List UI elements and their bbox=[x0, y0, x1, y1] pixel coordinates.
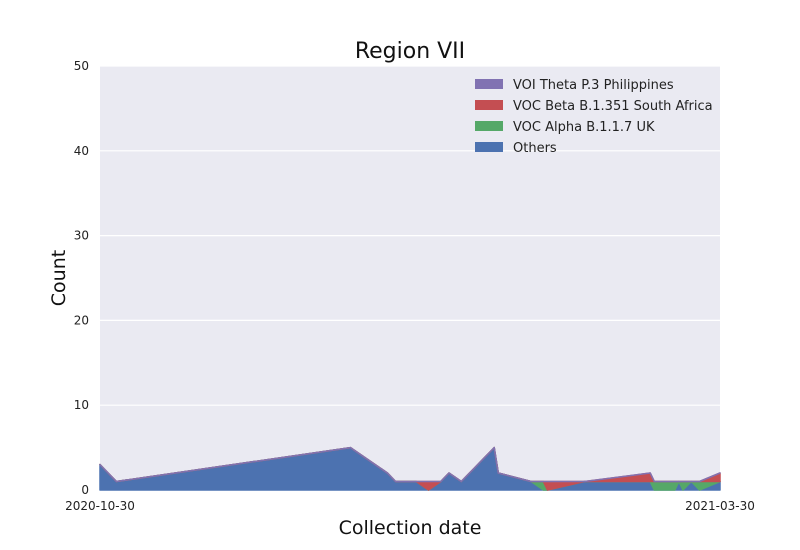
legend-entry: VOI Theta P.3 Philippines bbox=[513, 78, 674, 93]
legend: VOI Theta P.3 Philippines VOC Beta B.1.35… bbox=[475, 78, 713, 156]
x-tick-label: 2020-10-30 bbox=[65, 499, 135, 513]
legend-entry: VOC Beta B.1.351 South Africa bbox=[513, 99, 713, 114]
y-tick-label: 50 bbox=[74, 59, 89, 73]
y-axis-ticks: 0 10 20 30 40 50 bbox=[74, 59, 89, 497]
y-axis-label: Count bbox=[48, 250, 70, 306]
area-series bbox=[99, 446, 721, 491]
x-axis-label: Collection date bbox=[339, 517, 482, 539]
y-tick-label: 30 bbox=[74, 229, 89, 243]
area-voi-theta-p-3-philippines bbox=[99, 446, 721, 483]
legend-swatch bbox=[475, 100, 503, 110]
legend-entry: Others bbox=[513, 141, 557, 156]
y-tick-label: 0 bbox=[81, 483, 89, 497]
y-tick-label: 10 bbox=[74, 398, 89, 412]
x-tick-label: 2021-03-30 bbox=[685, 499, 755, 513]
legend-swatch bbox=[475, 121, 503, 131]
legend-swatch bbox=[475, 142, 503, 152]
plot-background bbox=[100, 66, 720, 490]
legend-entry: VOC Alpha B.1.1.7 UK bbox=[513, 120, 655, 135]
y-tick-label: 40 bbox=[74, 144, 89, 158]
y-tick-label: 20 bbox=[74, 313, 89, 327]
legend-swatch bbox=[475, 79, 503, 89]
chart-title: Region VII bbox=[355, 39, 465, 64]
x-axis-ticks: 2020-10-30 2021-03-30 bbox=[65, 499, 755, 513]
